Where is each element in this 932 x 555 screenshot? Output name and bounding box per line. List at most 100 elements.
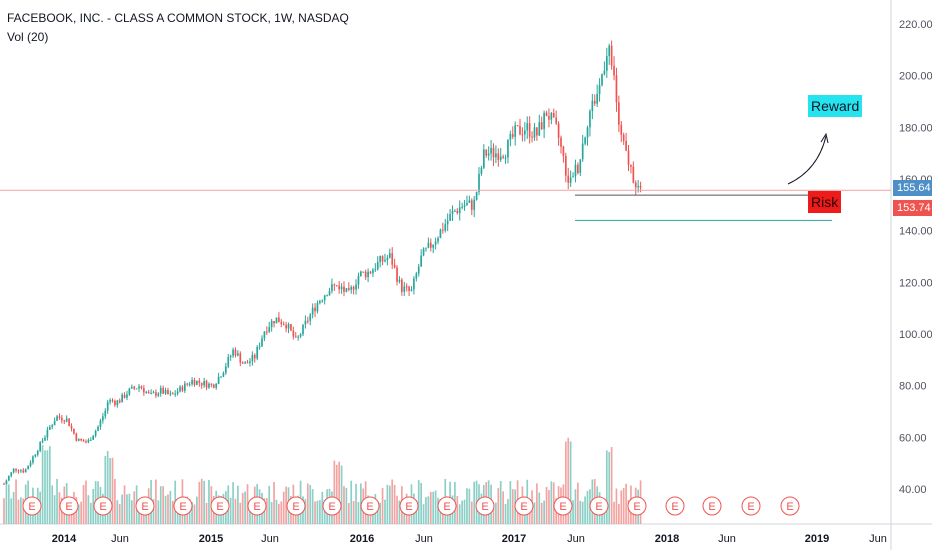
candle-body	[454, 210, 456, 212]
candle-body	[434, 241, 437, 245]
volume-bar	[104, 455, 107, 524]
candle-body	[579, 159, 582, 173]
volume-bar	[386, 484, 389, 524]
earnings-marker[interactable]	[286, 496, 306, 516]
volume-bar	[273, 482, 275, 524]
volume-bar	[15, 479, 17, 524]
earnings-marker[interactable]	[173, 496, 193, 516]
volume-bar	[121, 494, 123, 524]
volume-bar	[5, 481, 8, 524]
last-price-tag: 155.64	[893, 180, 932, 196]
volume-bar	[352, 501, 355, 524]
candle-body	[294, 336, 297, 338]
earnings-marker[interactable]	[210, 496, 230, 516]
reward-label: Reward	[808, 95, 863, 117]
volume-bar	[502, 491, 504, 524]
chart-legend: FACEBOOK, INC. - CLASS A COMMON STOCK, 1…	[7, 9, 349, 47]
candle-body	[152, 392, 155, 394]
candle-body	[92, 435, 95, 440]
candle-body	[299, 334, 302, 337]
volume-bar	[538, 492, 541, 524]
reward-arrow[interactable]	[787, 135, 827, 185]
candle-body	[179, 386, 181, 392]
volume-bar	[615, 488, 618, 524]
volume-bar	[574, 489, 577, 524]
earnings-marker[interactable]	[553, 496, 573, 516]
volume-bar	[123, 485, 126, 524]
volume-bar	[584, 496, 586, 524]
volume-bar	[20, 497, 22, 524]
volume-bar	[333, 460, 336, 524]
volume-indicator-label[interactable]: Vol (20)	[7, 30, 49, 44]
volume-bar	[492, 504, 495, 524]
volume-bar	[618, 504, 620, 524]
volume-bar	[335, 464, 338, 524]
candle-body	[321, 300, 324, 302]
earnings-marker[interactable]	[514, 496, 534, 516]
volume-bar	[53, 495, 56, 524]
candle-body	[369, 271, 372, 274]
earnings-marker[interactable]	[627, 496, 647, 516]
volume-bar	[543, 500, 545, 524]
candle-body	[540, 122, 543, 130]
earnings-marker[interactable]	[475, 496, 495, 516]
volume-bar	[425, 496, 427, 524]
candle-body	[417, 266, 420, 274]
candle-body	[319, 301, 321, 304]
earnings-marker[interactable]	[322, 496, 342, 516]
earnings-marker[interactable]	[437, 496, 457, 516]
earnings-marker-label: E	[405, 501, 412, 513]
volume-bar	[304, 499, 307, 524]
earnings-marker[interactable]	[741, 496, 761, 516]
earnings-marker[interactable]	[59, 496, 79, 516]
earnings-marker-label: E	[559, 501, 566, 513]
candle-body	[123, 394, 126, 398]
candle-body	[75, 433, 78, 441]
earnings-marker[interactable]	[93, 496, 113, 516]
candle-body	[246, 362, 249, 364]
volume-bar	[162, 486, 164, 524]
volume-bar	[7, 484, 10, 524]
earnings-marker[interactable]	[360, 496, 380, 516]
volume-bar	[285, 486, 287, 524]
candle-body	[22, 470, 25, 473]
volume-bar	[198, 481, 201, 524]
volume-bar	[152, 499, 155, 524]
earnings-marker[interactable]	[22, 496, 42, 516]
volume-bar	[82, 484, 85, 524]
candle-body	[244, 362, 246, 364]
candle-body	[360, 271, 362, 276]
volume-bar	[429, 491, 432, 524]
volume-bar	[620, 490, 623, 524]
volume-bar	[432, 491, 435, 524]
candle-body	[538, 122, 541, 136]
candle-body	[287, 324, 290, 329]
candle-body	[29, 462, 32, 467]
earnings-marker[interactable]	[702, 496, 722, 516]
earnings-marker[interactable]	[399, 496, 419, 516]
volume-bar	[470, 501, 473, 524]
candle-body	[405, 286, 408, 288]
earnings-marker[interactable]	[665, 496, 685, 516]
earnings-marker[interactable]	[247, 496, 267, 516]
candle-body	[68, 418, 70, 427]
earnings-marker-label: E	[99, 501, 106, 513]
volume-bar	[133, 491, 136, 524]
volume-bar	[128, 493, 131, 524]
candle-body	[17, 470, 20, 472]
candle-body	[302, 324, 304, 335]
close-price-tag: 153.74	[893, 200, 932, 216]
volume-bar	[193, 504, 196, 524]
earnings-marker[interactable]	[135, 496, 155, 516]
volume-bar	[376, 500, 379, 524]
earnings-marker[interactable]	[589, 496, 609, 516]
candle-body	[94, 430, 97, 436]
candle-body	[80, 438, 83, 441]
earnings-marker[interactable]	[780, 496, 800, 516]
candle-body	[82, 440, 85, 442]
candle-body	[253, 355, 256, 359]
candle-body	[251, 355, 254, 362]
candle-body	[531, 136, 533, 138]
